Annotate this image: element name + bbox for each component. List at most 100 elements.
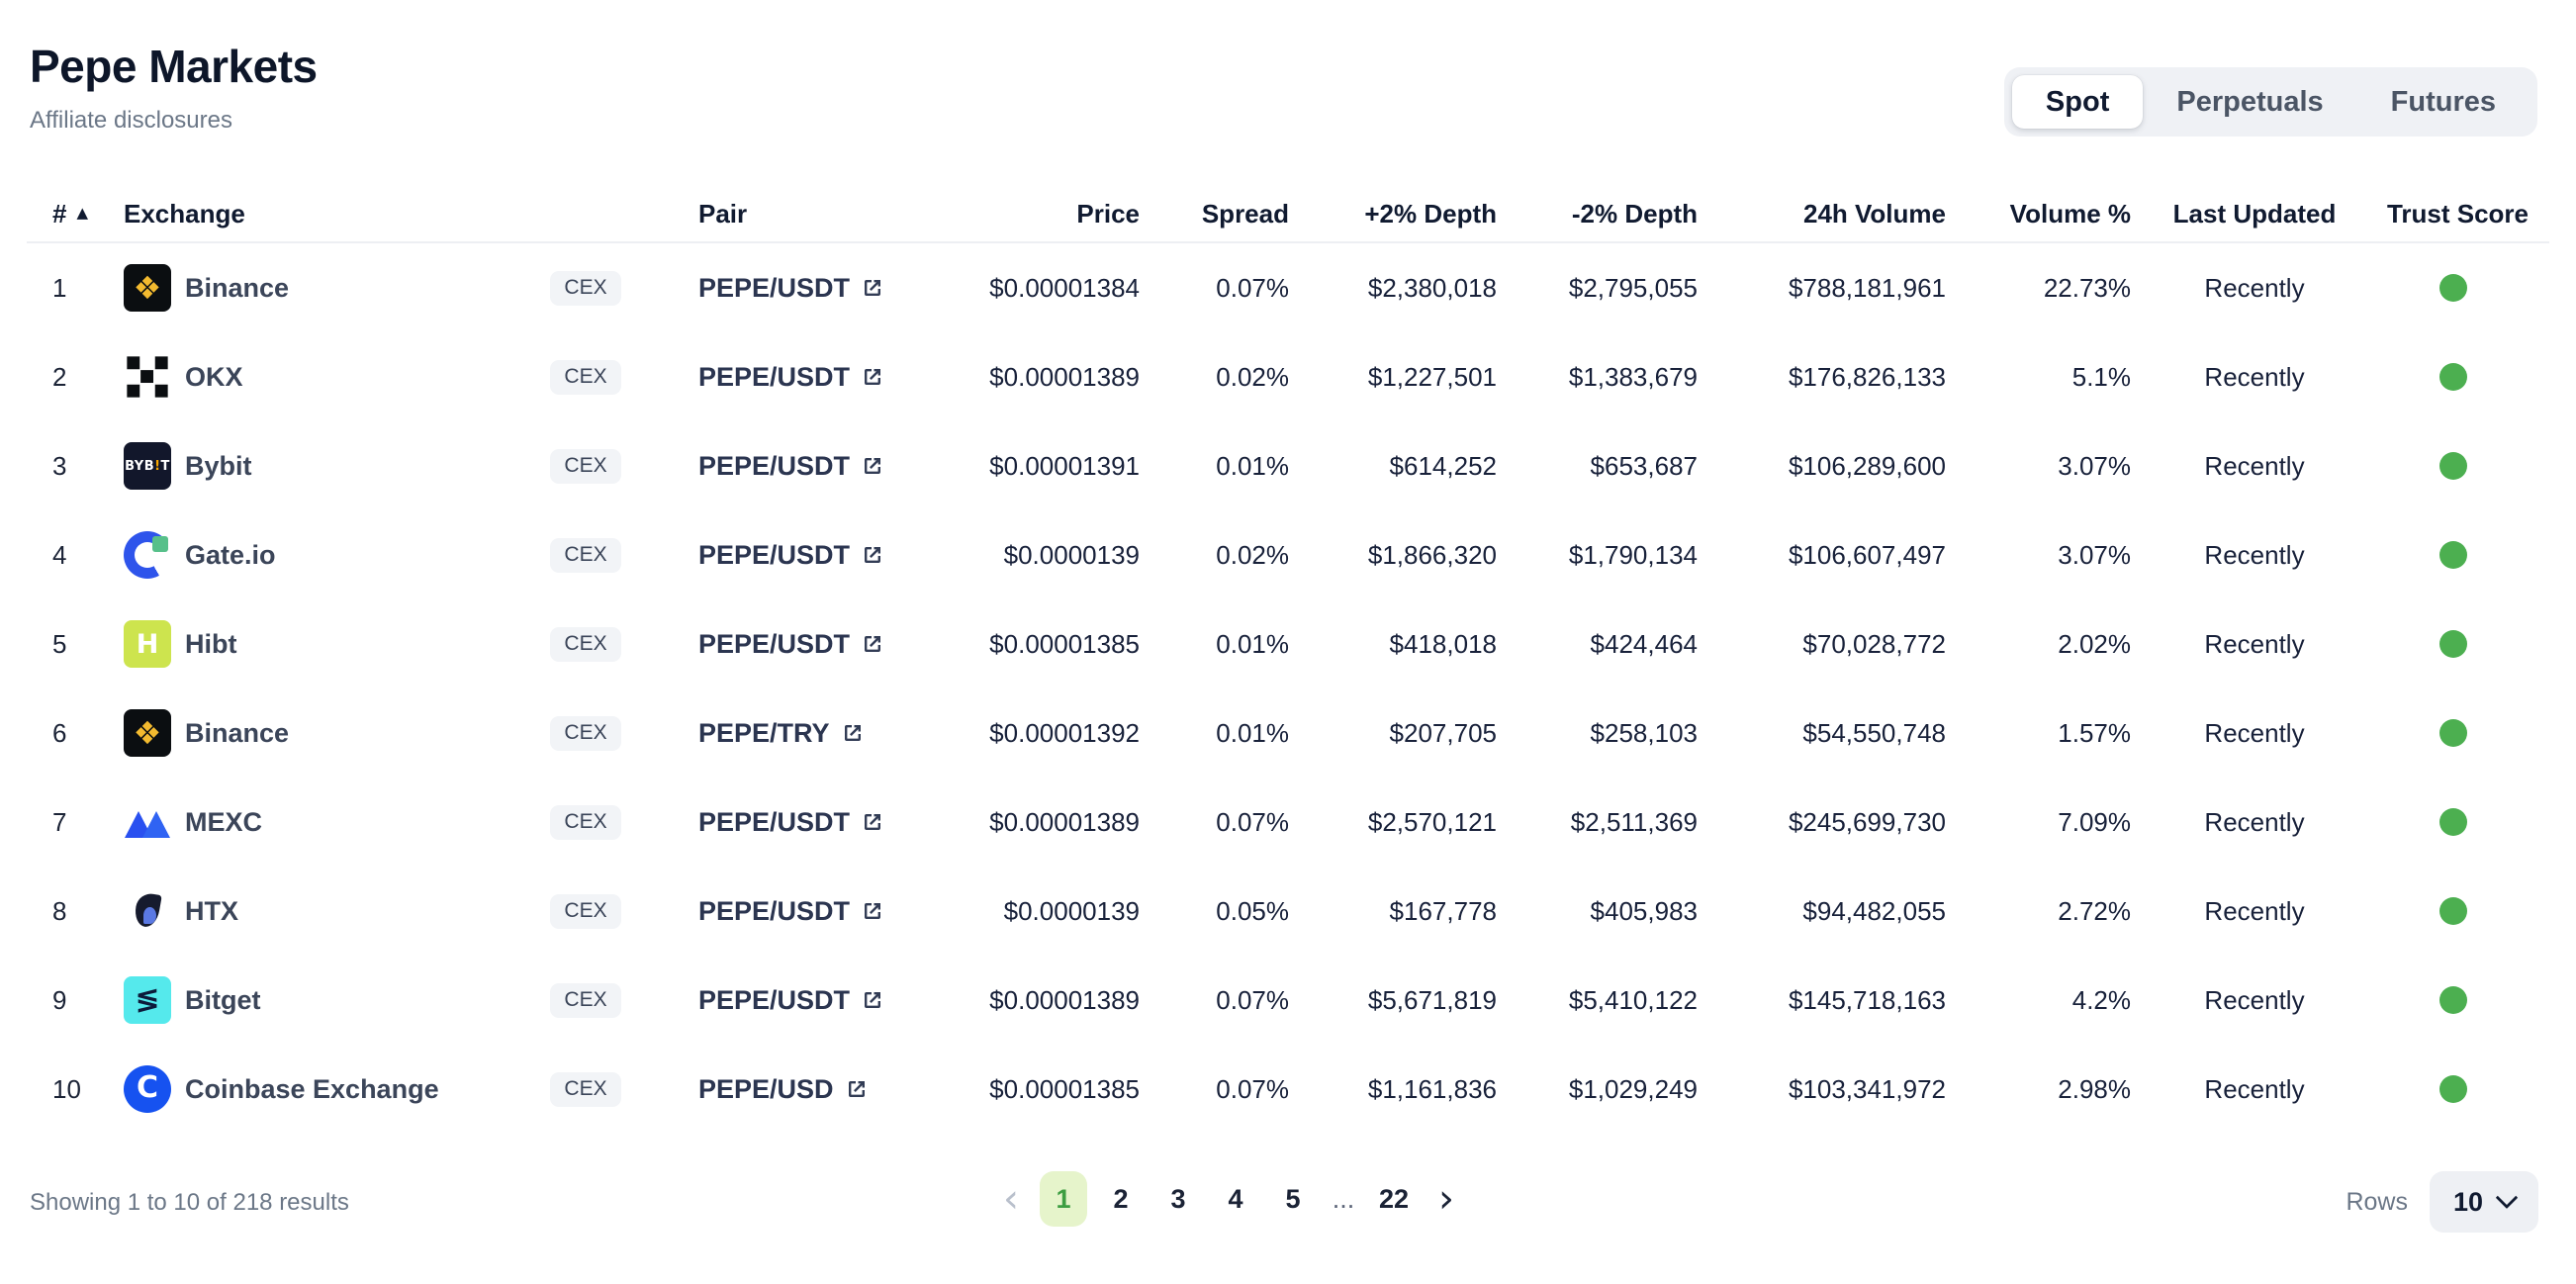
market-type-tabs: Spot Perpetuals Futures [2003,67,2537,137]
external-link-icon [865,369,881,385]
page-button-4[interactable]: 4 [1228,1183,1243,1214]
tab-perpetuals[interactable]: Perpetuals [2176,85,2324,118]
volume-cell: $94,482,055 [1802,895,1946,926]
volume-cell: $103,341,972 [1788,1073,1946,1104]
exchange-cell[interactable]: ≶ Bitget [124,976,550,1024]
exchange-cell[interactable]: ❖ Binance [124,264,550,312]
trust-score-cell [2378,363,2529,391]
pair-link[interactable]: PEPE/USD [698,1074,956,1105]
depth-minus-cell: $258,103 [1590,717,1698,748]
chevron-down-icon [2495,1186,2519,1210]
price-cell: $0.00001392 [989,717,1140,748]
rows-per-page-select[interactable]: 10 [2429,1171,2538,1233]
pair-link[interactable]: PEPE/USDT [698,273,956,304]
page-button-5[interactable]: 5 [1285,1183,1301,1214]
pair-link[interactable]: PEPE/USDT [698,629,956,660]
pair-text[interactable]: PEPE/USDT [698,628,851,659]
tab-futures[interactable]: Futures [2390,85,2496,118]
price-cell: $0.00001385 [989,1073,1140,1104]
header-last-updated[interactable]: Last Updated [2172,198,2337,229]
page-button-22[interactable]: 22 [1378,1183,1410,1214]
table-row: 2 OKX CEX PEPE/USDT $0.00001389 0.02% $1… [0,332,2576,421]
exchange-name[interactable]: Bybit [185,450,252,481]
pair-link[interactable]: PEPE/USDT [698,807,956,838]
price-cell: $0.00001391 [989,450,1140,481]
exchange-cell[interactable]: MEXC [124,798,550,846]
spread-cell: 0.01% [1216,450,1289,481]
exchange-name[interactable]: Coinbase Exchange [185,1073,439,1104]
exchange-cell[interactable]: Gate.io [124,531,550,579]
volume-pct-cell: 3.07% [2058,450,2131,481]
header-depth-minus[interactable]: -2% Depth [1571,198,1698,229]
pair-text[interactable]: PEPE/TRY [698,717,830,748]
pair-text[interactable]: PEPE/USDT [698,539,851,570]
depth-minus-cell: $405,983 [1590,895,1698,926]
exchange-name[interactable]: HTX [185,895,238,926]
header-price[interactable]: Price [1076,198,1140,229]
exchange-type-cell: CEX [550,359,698,395]
price-cell: $0.00001384 [989,272,1140,303]
header-trust-score[interactable]: Trust Score [2386,198,2529,229]
pair-text[interactable]: PEPE/USDT [698,450,851,481]
pair-text[interactable]: PEPE/USDT [698,984,851,1015]
rank-cell: 1 [52,272,67,303]
exchange-cell[interactable]: C Coinbase Exchange [124,1065,550,1113]
exchange-name[interactable]: OKX [185,361,243,392]
next-page-button[interactable]: › [1438,1176,1454,1222]
depth-plus-cell: $614,252 [1389,450,1497,481]
exchange-cell[interactable]: HTX [124,887,550,935]
pair-link[interactable]: PEPE/USDT [698,451,956,482]
last-updated-cell: Recently [2204,1073,2305,1104]
header-exchange[interactable]: Exchange [124,198,245,229]
exchange-cell[interactable]: OKX [124,353,550,401]
exchange-name[interactable]: Binance [185,272,290,303]
rank-cell: 10 [52,1073,81,1104]
header-rank[interactable]: # ▲ [52,198,89,229]
page-button-1[interactable]: 1 [1040,1171,1087,1227]
header-volume-pct[interactable]: Volume % [2009,198,2131,229]
pair-link[interactable]: PEPE/USDT [698,896,956,927]
last-updated-cell: Recently [2204,361,2305,392]
trust-score-cell [2378,274,2529,302]
pair-text[interactable]: PEPE/USDT [698,806,851,837]
page-button-3[interactable]: 3 [1170,1183,1186,1214]
exchange-name[interactable]: Binance [185,717,290,748]
external-link-icon [865,547,881,563]
pair-text[interactable]: PEPE/USDT [698,272,851,303]
spread-cell: 0.05% [1216,895,1289,926]
pair-link[interactable]: PEPE/TRY [698,718,956,749]
pair-text[interactable]: PEPE/USDT [698,361,851,392]
header-volume[interactable]: 24h Volume [1802,198,1946,229]
pair-text[interactable]: PEPE/USD [698,1073,834,1104]
exchange-name[interactable]: MEXC [185,806,263,837]
exchange-type-cell: CEX [550,893,698,929]
tab-spot[interactable]: Spot [2011,75,2144,129]
trust-score-cell [2378,541,2529,569]
last-updated-cell: Recently [2204,984,2305,1015]
header-depth-plus[interactable]: +2% Depth [1364,198,1497,229]
table-row: 8 HTX CEX PEPE/USDT $0.0000139 0.05% $16… [0,867,2576,956]
cex-badge: CEX [550,448,621,484]
pair-text[interactable]: PEPE/USDT [698,895,851,926]
exchange-name[interactable]: Hibt [185,628,237,659]
spread-cell: 0.07% [1216,984,1289,1015]
pair-link[interactable]: PEPE/USDT [698,362,956,393]
exchange-name[interactable]: Gate.io [185,539,276,570]
depth-plus-cell: $1,866,320 [1367,539,1497,570]
last-updated-cell: Recently [2204,717,2305,748]
affiliate-disclosures-link[interactable]: Affiliate disclosures [30,107,232,134]
table-header-row: # ▲ Exchange Pair Price Spread +2% Depth… [0,186,2576,241]
prev-page-button[interactable]: ‹ [1003,1176,1019,1222]
header-pair[interactable]: Pair [698,198,748,229]
cex-badge: CEX [550,270,621,306]
header-spread[interactable]: Spread [1201,198,1289,229]
exchange-cell[interactable]: H Hibt [124,620,550,668]
exchange-cell[interactable]: BYB!T Bybit [124,442,550,490]
pair-link[interactable]: PEPE/USDT [698,985,956,1016]
exchange-name[interactable]: Bitget [185,984,261,1015]
volume-cell: $106,607,497 [1788,539,1946,570]
bitget-logo-icon: ≶ [124,976,171,1024]
pair-link[interactable]: PEPE/USDT [698,540,956,571]
exchange-cell[interactable]: ❖ Binance [124,709,550,757]
page-button-2[interactable]: 2 [1113,1183,1129,1214]
